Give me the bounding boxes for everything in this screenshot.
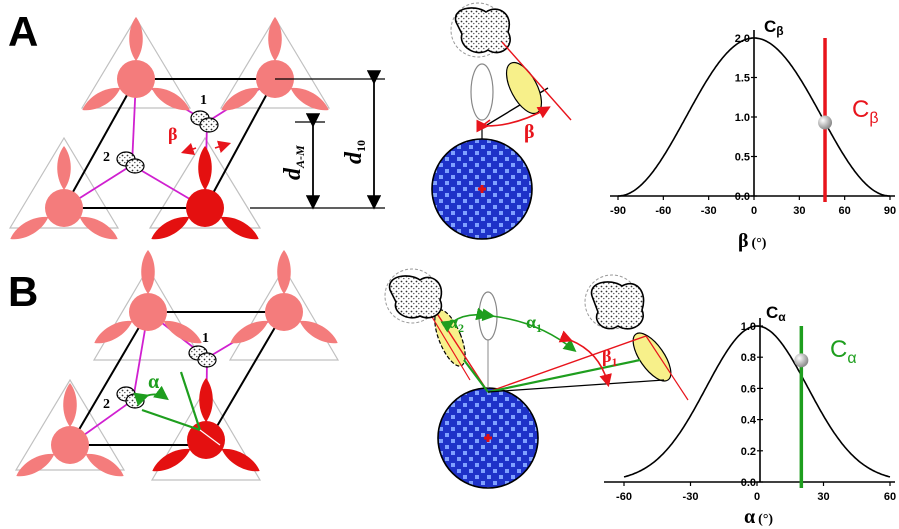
chart-b-line-label-sub: α xyxy=(847,350,856,367)
side-view-a: β xyxy=(431,2,572,240)
x-tick-label: -30 xyxy=(701,205,717,217)
x-tick-label: 30 xyxy=(817,491,829,503)
d10-label: d xyxy=(341,151,367,164)
myosin-filament-icon xyxy=(217,17,333,116)
lever-arm-reference-icon xyxy=(470,63,494,121)
y-tick-label: 1.5 xyxy=(735,73,750,85)
x-tick-label: -60 xyxy=(616,491,632,503)
svg-text:Cβ: Cβ xyxy=(764,17,784,38)
myosin-filament-icon xyxy=(90,250,206,349)
actin-head-pair-icon xyxy=(116,151,145,174)
chart-c-alpha: -60 -30 0 30 600.00.20.40.60.81.0 Cα Cα α (°) xyxy=(604,303,896,528)
x-tick-label: -30 xyxy=(683,491,699,503)
y-tick-label: 2.0 xyxy=(735,33,750,45)
chart-b-xlabel: α xyxy=(744,506,755,528)
chart-b-ylabel: C xyxy=(766,303,778,322)
svg-text:α(°): α (°) xyxy=(744,506,773,528)
svg-text:α1: α1 xyxy=(526,312,542,335)
alpha2-label: α xyxy=(448,312,458,332)
chart-a-xlabel: β xyxy=(738,230,749,252)
beta-marker xyxy=(818,115,833,130)
beta1-label: β xyxy=(602,346,611,366)
site-label-2-b: 2 xyxy=(103,397,110,412)
motor-domain-left-icon xyxy=(388,275,443,319)
actin-head-pair-icon xyxy=(116,386,145,409)
y-tick-label: 0.5 xyxy=(735,152,750,164)
svg-text:d10: d10 xyxy=(341,140,368,164)
site-label-1: 1 xyxy=(200,93,207,108)
panel-label-b: B xyxy=(8,268,38,315)
motor-domain-right-icon xyxy=(590,281,645,330)
x-tick-label: 60 xyxy=(839,205,851,217)
actin-head-pair-icon xyxy=(188,345,217,368)
svg-text:β1: β1 xyxy=(602,346,617,369)
chart-a-ylabel-sub: β xyxy=(776,24,783,38)
alpha1-subscript: 1 xyxy=(536,321,542,335)
chart-b-line-label: C xyxy=(830,336,847,363)
y-tick-label: 0.0 xyxy=(741,477,756,489)
chart-a-line-label-sub: β xyxy=(869,110,878,127)
alpha1-label: α xyxy=(526,312,536,332)
x-tick-label: 0 xyxy=(751,205,757,217)
svg-text:α2: α2 xyxy=(448,312,464,335)
chart-a-ylabel: C xyxy=(764,17,776,36)
x-tick-label: -90 xyxy=(610,205,626,217)
lever-arm-right-icon xyxy=(632,332,672,382)
d-am-subscript: A-M xyxy=(293,145,307,169)
y-tick-label: 0.6 xyxy=(741,383,756,395)
d10-subscript: 10 xyxy=(354,140,368,152)
myosin-filament-icon xyxy=(226,250,342,349)
y-tick-label: 0.8 xyxy=(741,352,756,364)
x-tick-label: 30 xyxy=(793,205,805,217)
site-label-2: 2 xyxy=(103,150,110,165)
x-tick-label: 90 xyxy=(884,205,896,217)
myosin-filament-dark-icon xyxy=(147,146,263,245)
svg-text:Cβ: Cβ xyxy=(852,96,879,127)
side-view-b: α2 α1 β1 xyxy=(384,268,689,489)
alpha-marker xyxy=(794,353,809,368)
y-tick-label: 0.4 xyxy=(741,415,757,427)
svg-text:dA-M: dA-M xyxy=(280,145,307,180)
chart-b-xlabel-unit: (°) xyxy=(758,512,773,527)
x-tick-label: 60 xyxy=(884,491,896,503)
beta-label: β xyxy=(168,124,177,144)
y-tick-label: 1.0 xyxy=(735,112,750,124)
alpha2-subscript: 2 xyxy=(458,321,464,335)
chart-c-beta: -90 -60 -30 0 30 60 900.00.51.01.52.0 Cβ Cβ β(… xyxy=(610,17,896,252)
lattice-diagram-a: 1 2 β dA-M d10 xyxy=(6,16,385,245)
actin-head-pair-icon xyxy=(190,110,219,133)
c-beta-curve xyxy=(618,37,890,197)
chart-a-line-label: C xyxy=(852,96,869,123)
chart-b-ylabel-sub: α xyxy=(778,310,786,324)
svg-text:Cα: Cα xyxy=(766,303,786,324)
side-beta-label: β xyxy=(524,121,535,143)
site-label-1-b: 1 xyxy=(202,331,209,346)
svg-text:β(°): β (°) xyxy=(738,230,767,252)
x-tick-label: -60 xyxy=(655,205,671,217)
svg-text:Cα: Cα xyxy=(830,336,857,367)
y-tick-label: 0.0 xyxy=(735,191,750,203)
lattice-diagram-b: 1 2 α xyxy=(12,250,342,482)
d-am-label: d xyxy=(280,167,306,180)
c-alpha-curve xyxy=(623,325,891,478)
alpha-label: α xyxy=(148,371,159,393)
myosin-filament-dark-icon xyxy=(148,378,264,477)
y-tick-label: 0.2 xyxy=(741,446,756,458)
beta1-subscript: 1 xyxy=(611,355,617,369)
motor-domain-icon xyxy=(454,7,511,54)
chart-a-xlabel-unit: (°) xyxy=(752,236,767,251)
x-tick-label: 0 xyxy=(754,491,760,503)
panel-label-a: A xyxy=(8,8,38,55)
myosin-filament-icon xyxy=(78,17,194,116)
